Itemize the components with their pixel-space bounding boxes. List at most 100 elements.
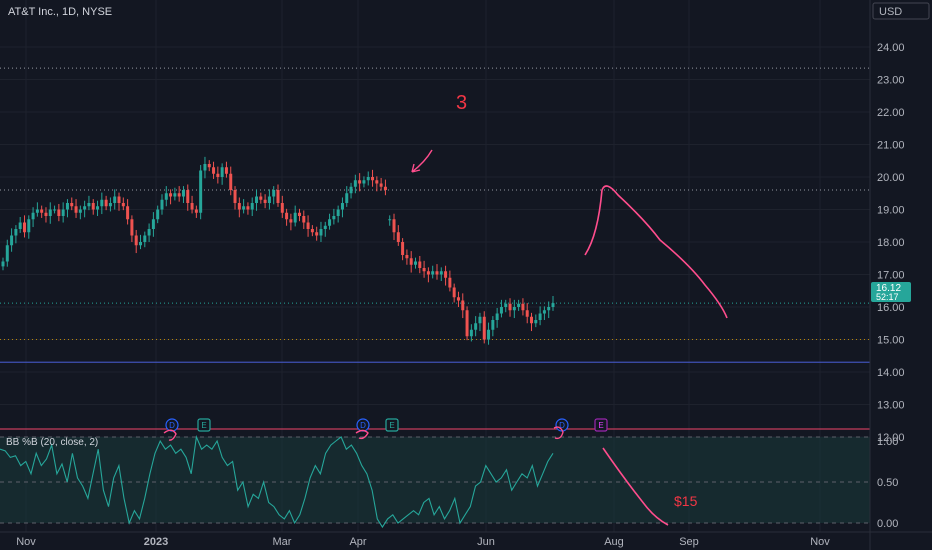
candle-body[interactable]	[448, 277, 452, 288]
candle-body[interactable]	[525, 310, 529, 317]
candle-body[interactable]	[147, 229, 151, 236]
candle-body[interactable]	[508, 303, 512, 311]
candle-body[interactable]	[246, 206, 250, 210]
candle-body[interactable]	[349, 186, 353, 194]
candle-body[interactable]	[392, 219, 396, 233]
horizontal-levels[interactable]	[0, 67, 870, 363]
candle-body[interactable]	[512, 307, 516, 311]
candle-body[interactable]	[310, 229, 314, 233]
candle-body[interactable]	[366, 177, 370, 181]
candle-body[interactable]	[233, 190, 237, 203]
candle-body[interactable]	[169, 193, 173, 197]
candle-body[interactable]	[371, 177, 375, 181]
candle-body[interactable]	[87, 203, 91, 207]
candle-body[interactable]	[143, 235, 147, 243]
candle-body[interactable]	[74, 206, 78, 213]
candle-body[interactable]	[44, 212, 48, 216]
projection-drawing[interactable]	[584, 185, 728, 319]
candle-body[interactable]	[431, 271, 435, 275]
candle-body[interactable]	[362, 180, 366, 184]
candle-body[interactable]	[91, 203, 95, 210]
candle-body[interactable]	[78, 209, 82, 213]
candle-body[interactable]	[53, 209, 57, 211]
candle-body[interactable]	[61, 209, 65, 217]
candle-body[interactable]	[65, 203, 69, 210]
candle-body[interactable]	[160, 199, 164, 210]
candle-body[interactable]	[534, 320, 538, 324]
candle-body[interactable]	[401, 242, 405, 255]
candle-body[interactable]	[130, 219, 134, 236]
candle-body[interactable]	[444, 271, 448, 278]
candle-body[interactable]	[22, 222, 26, 233]
candle-body[interactable]	[14, 229, 18, 236]
candle-body[interactable]	[345, 193, 349, 203]
touch-circles-drawing[interactable]	[163, 426, 564, 441]
candle-body[interactable]	[409, 258, 413, 265]
candle-body[interactable]	[100, 199, 104, 207]
candle-body[interactable]	[426, 271, 430, 275]
candle-body[interactable]	[194, 209, 198, 213]
candle-body[interactable]	[139, 242, 142, 246]
candle-body[interactable]	[396, 232, 400, 242]
candle-body[interactable]	[113, 196, 117, 204]
candle-body[interactable]	[353, 180, 357, 187]
candle-body[interactable]	[302, 216, 306, 223]
candle-body[interactable]	[542, 310, 546, 314]
candle-body[interactable]	[405, 255, 409, 259]
candle-body[interactable]	[487, 329, 491, 340]
candle-body[interactable]	[538, 313, 542, 321]
indicator-axis[interactable]: 0.00 0.50 1.00	[877, 436, 898, 530]
candle-body[interactable]	[18, 222, 22, 230]
candle-body[interactable]	[328, 219, 332, 226]
candle-body[interactable]	[126, 206, 130, 220]
candle-body[interactable]	[70, 203, 74, 207]
candle-body[interactable]	[164, 193, 168, 200]
candle-body[interactable]	[27, 219, 31, 233]
candle-body[interactable]	[35, 209, 39, 213]
candle-body[interactable]	[173, 193, 177, 197]
candle-body[interactable]	[469, 329, 473, 337]
candle-body[interactable]	[220, 167, 224, 177]
candle-body[interactable]	[482, 316, 486, 340]
candle-body[interactable]	[121, 203, 125, 207]
candle-body[interactable]	[108, 203, 112, 207]
candle-body[interactable]	[289, 219, 293, 223]
candle-body[interactable]	[478, 316, 482, 324]
candle-body[interactable]	[190, 203, 194, 210]
candle-body[interactable]	[10, 235, 14, 246]
candle-body[interactable]	[422, 268, 426, 272]
candle-body[interactable]	[358, 180, 362, 184]
candle-body[interactable]	[530, 316, 534, 324]
candle-body[interactable]	[323, 225, 327, 229]
candle-body[interactable]	[207, 164, 211, 168]
earnings-marker[interactable]	[594, 418, 608, 432]
candle-body[interactable]	[242, 206, 246, 210]
earnings-marker[interactable]	[385, 418, 399, 432]
candle-body[interactable]	[379, 183, 383, 187]
candle-body[interactable]	[293, 212, 297, 223]
time-axis[interactable]: Nov 2023 Mar Apr Jun Aug Sep Nov	[16, 536, 830, 548]
candle-body[interactable]	[495, 313, 499, 321]
candle-body[interactable]	[5, 245, 9, 262]
currency-button[interactable]	[872, 2, 930, 20]
candle-body[interactable]	[237, 203, 241, 210]
candle-body[interactable]	[319, 229, 323, 236]
candle-body[interactable]	[104, 199, 108, 207]
candle-body[interactable]	[96, 206, 100, 210]
candle-body[interactable]	[336, 209, 340, 217]
candle-body[interactable]	[199, 170, 203, 213]
candle-body[interactable]	[521, 303, 525, 311]
candle-body[interactable]	[474, 323, 478, 330]
candle-body[interactable]	[250, 203, 254, 210]
price-axis[interactable]: 12.00 13.00 14.00 15.00 16.00 17.00 18.00 19.00…	[877, 42, 905, 444]
candle-body[interactable]	[276, 190, 280, 203]
candle-body[interactable]	[418, 261, 422, 269]
candle-body[interactable]	[383, 186, 387, 190]
candle-body[interactable]	[456, 297, 460, 301]
candle-body[interactable]	[40, 209, 44, 213]
candle-body[interactable]	[375, 180, 379, 184]
candle-body[interactable]	[315, 232, 319, 236]
candle-body[interactable]	[461, 300, 465, 311]
candle-body[interactable]	[551, 303, 555, 307]
